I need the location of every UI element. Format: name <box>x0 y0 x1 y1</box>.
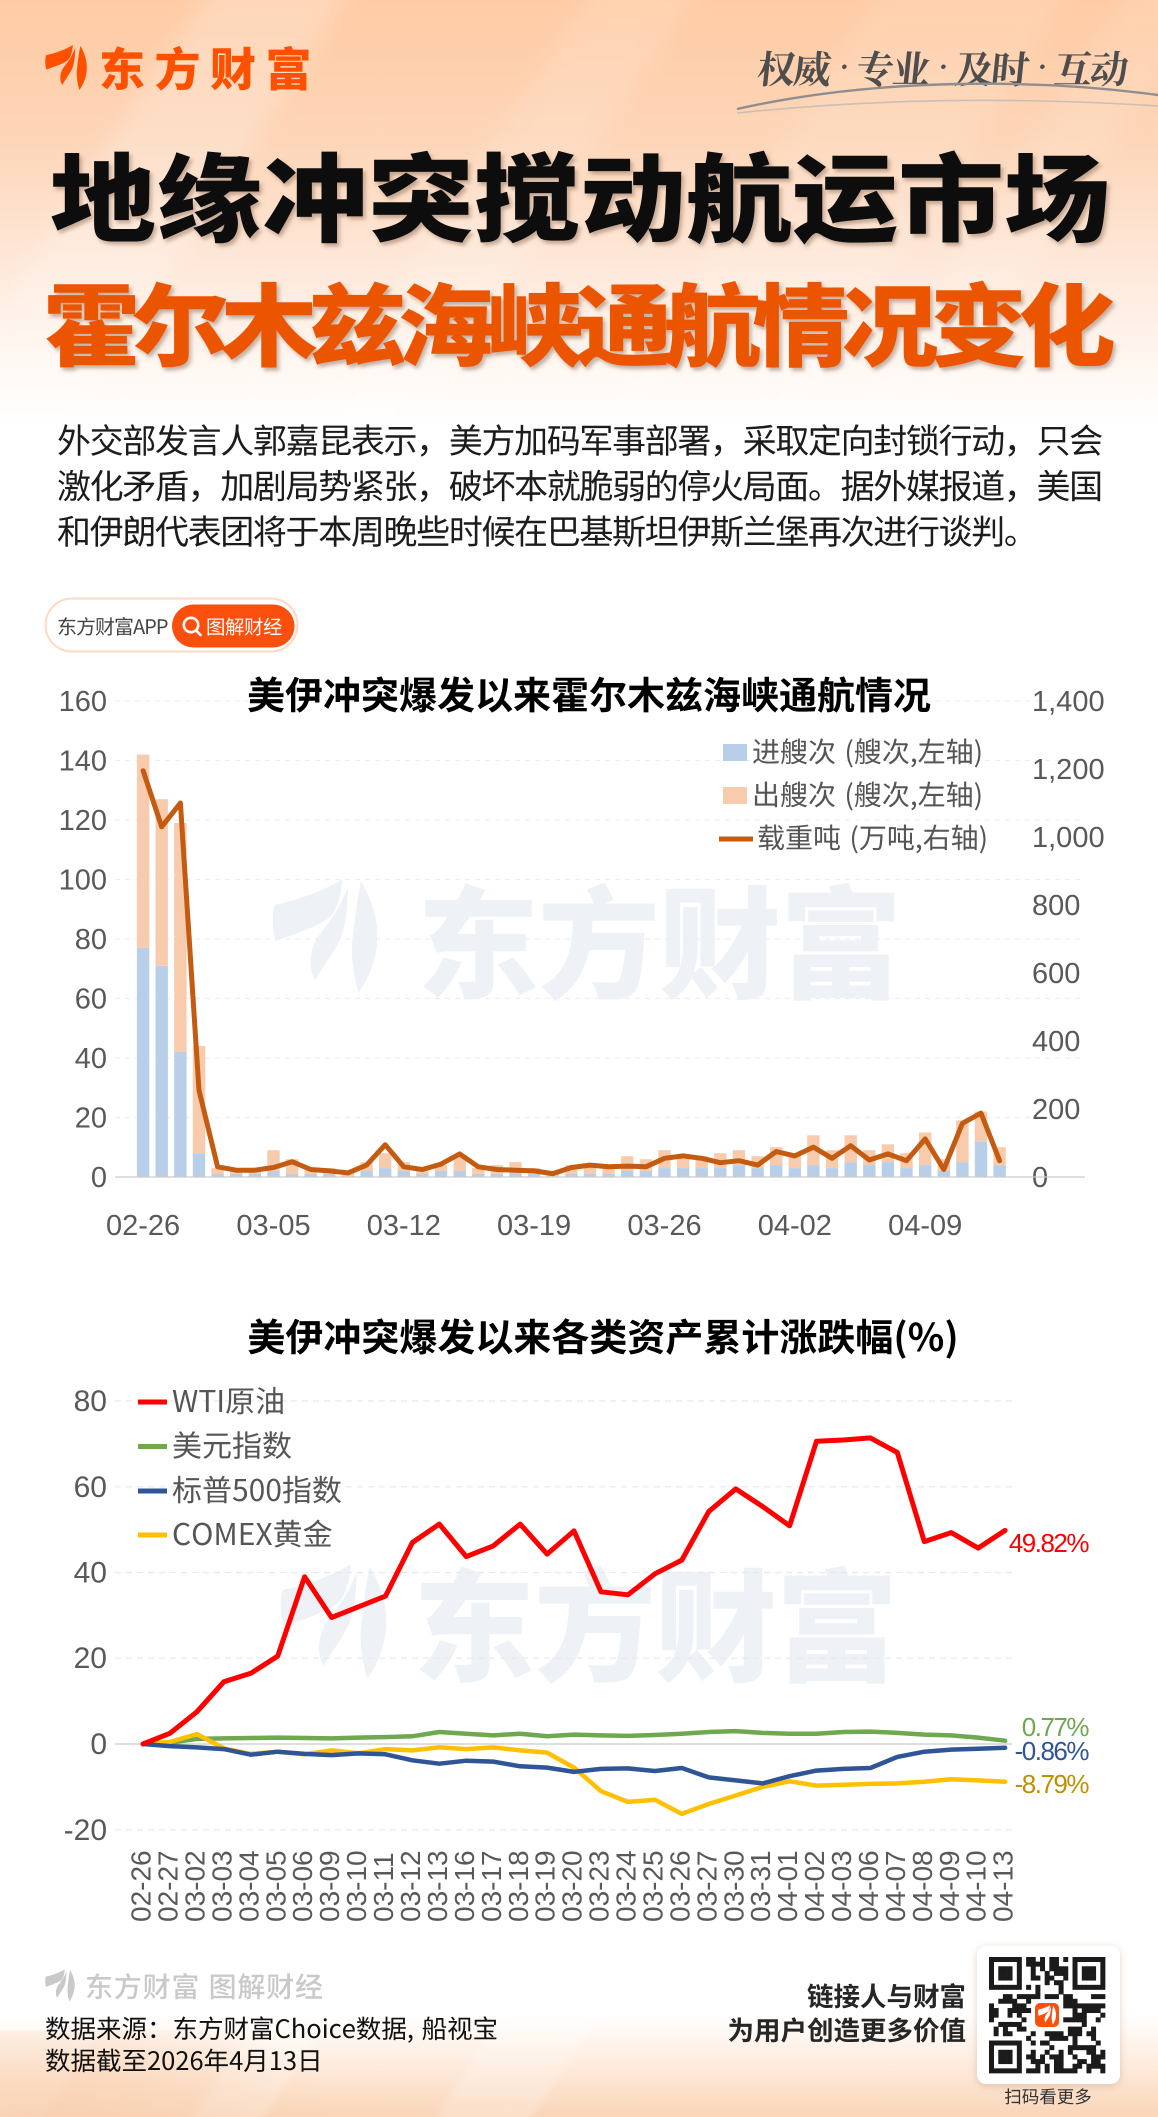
svg-text:03-16: 03-16 <box>449 1850 480 1922</box>
svg-text:03-30: 03-30 <box>718 1850 749 1922</box>
svg-text:160: 160 <box>59 686 107 718</box>
svg-text:04-02: 04-02 <box>758 1210 832 1242</box>
svg-text:03-11: 03-11 <box>368 1852 399 1922</box>
svg-text:60: 60 <box>75 984 107 1016</box>
svg-text:0: 0 <box>1032 1162 1048 1194</box>
svg-text:1,000: 1,000 <box>1032 822 1105 854</box>
svg-text:20: 20 <box>74 1642 107 1675</box>
svg-text:0.77%: 0.77% <box>1022 1712 1090 1742</box>
svg-text:80: 80 <box>74 1385 107 1418</box>
svg-text:03-05: 03-05 <box>236 1210 310 1242</box>
svg-text:-0.86%: -0.86% <box>1015 1736 1090 1766</box>
svg-text:04-09: 04-09 <box>888 1210 962 1242</box>
svg-text:40: 40 <box>75 1043 107 1075</box>
svg-text:03-12: 03-12 <box>367 1210 441 1242</box>
svg-text:04-01: 04-01 <box>772 1850 803 1922</box>
svg-text:60: 60 <box>74 1471 107 1504</box>
svg-text:04-07: 04-07 <box>880 1850 911 1922</box>
svg-text:120: 120 <box>59 805 107 837</box>
svg-text:02-27: 02-27 <box>153 1850 184 1922</box>
svg-text:800: 800 <box>1032 890 1080 922</box>
svg-text:03-02: 03-02 <box>180 1850 211 1922</box>
svg-text:03-09: 03-09 <box>314 1850 345 1922</box>
svg-text:140: 140 <box>59 746 107 778</box>
svg-text:03-19: 03-19 <box>530 1850 561 1922</box>
svg-text:03-18: 03-18 <box>503 1850 534 1922</box>
svg-text:02-26: 02-26 <box>126 1850 157 1922</box>
svg-text:03-31: 03-31 <box>745 1850 776 1922</box>
svg-text:0: 0 <box>91 1162 107 1194</box>
svg-text:04-09: 04-09 <box>934 1850 965 1922</box>
svg-text:03-26: 03-26 <box>627 1210 701 1242</box>
svg-text:-8.79%: -8.79% <box>1015 1769 1090 1799</box>
svg-text:03-03: 03-03 <box>206 1850 237 1922</box>
svg-text:03-26: 03-26 <box>664 1850 695 1922</box>
svg-text:02-26: 02-26 <box>106 1210 180 1242</box>
svg-text:03-06: 03-06 <box>287 1850 318 1922</box>
svg-text:1,400: 1,400 <box>1032 686 1105 718</box>
svg-text:03-13: 03-13 <box>422 1850 453 1922</box>
svg-text:600: 600 <box>1032 958 1080 990</box>
svg-text:-20: -20 <box>64 1814 107 1847</box>
svg-text:03-04: 03-04 <box>233 1850 264 1922</box>
svg-text:04-02: 04-02 <box>799 1850 830 1922</box>
svg-text:40: 40 <box>74 1557 107 1590</box>
svg-text:03-05: 03-05 <box>260 1850 291 1922</box>
svg-text:80: 80 <box>75 924 107 956</box>
svg-text:03-10: 03-10 <box>341 1850 372 1922</box>
svg-text:03-24: 03-24 <box>611 1850 642 1922</box>
svg-text:04-03: 04-03 <box>826 1850 857 1922</box>
svg-text:03-19: 03-19 <box>497 1210 571 1242</box>
svg-text:49.82%: 49.82% <box>1009 1528 1090 1558</box>
svg-text:0: 0 <box>90 1728 107 1761</box>
svg-text:20: 20 <box>75 1103 107 1135</box>
svg-text:03-17: 03-17 <box>476 1850 507 1922</box>
svg-text:04-13: 04-13 <box>988 1850 1019 1922</box>
svg-text:03-25: 03-25 <box>638 1850 669 1922</box>
svg-text:03-23: 03-23 <box>584 1850 615 1922</box>
svg-text:03-20: 03-20 <box>557 1850 588 1922</box>
svg-text:400: 400 <box>1032 1026 1080 1058</box>
svg-text:03-27: 03-27 <box>691 1850 722 1922</box>
svg-text:03-12: 03-12 <box>395 1850 426 1922</box>
svg-text:1,200: 1,200 <box>1032 754 1105 786</box>
svg-text:04-08: 04-08 <box>907 1850 938 1922</box>
svg-text:04-10: 04-10 <box>961 1850 992 1922</box>
svg-text:200: 200 <box>1032 1094 1080 1126</box>
svg-text:100: 100 <box>59 865 107 897</box>
svg-text:04-06: 04-06 <box>853 1850 884 1922</box>
